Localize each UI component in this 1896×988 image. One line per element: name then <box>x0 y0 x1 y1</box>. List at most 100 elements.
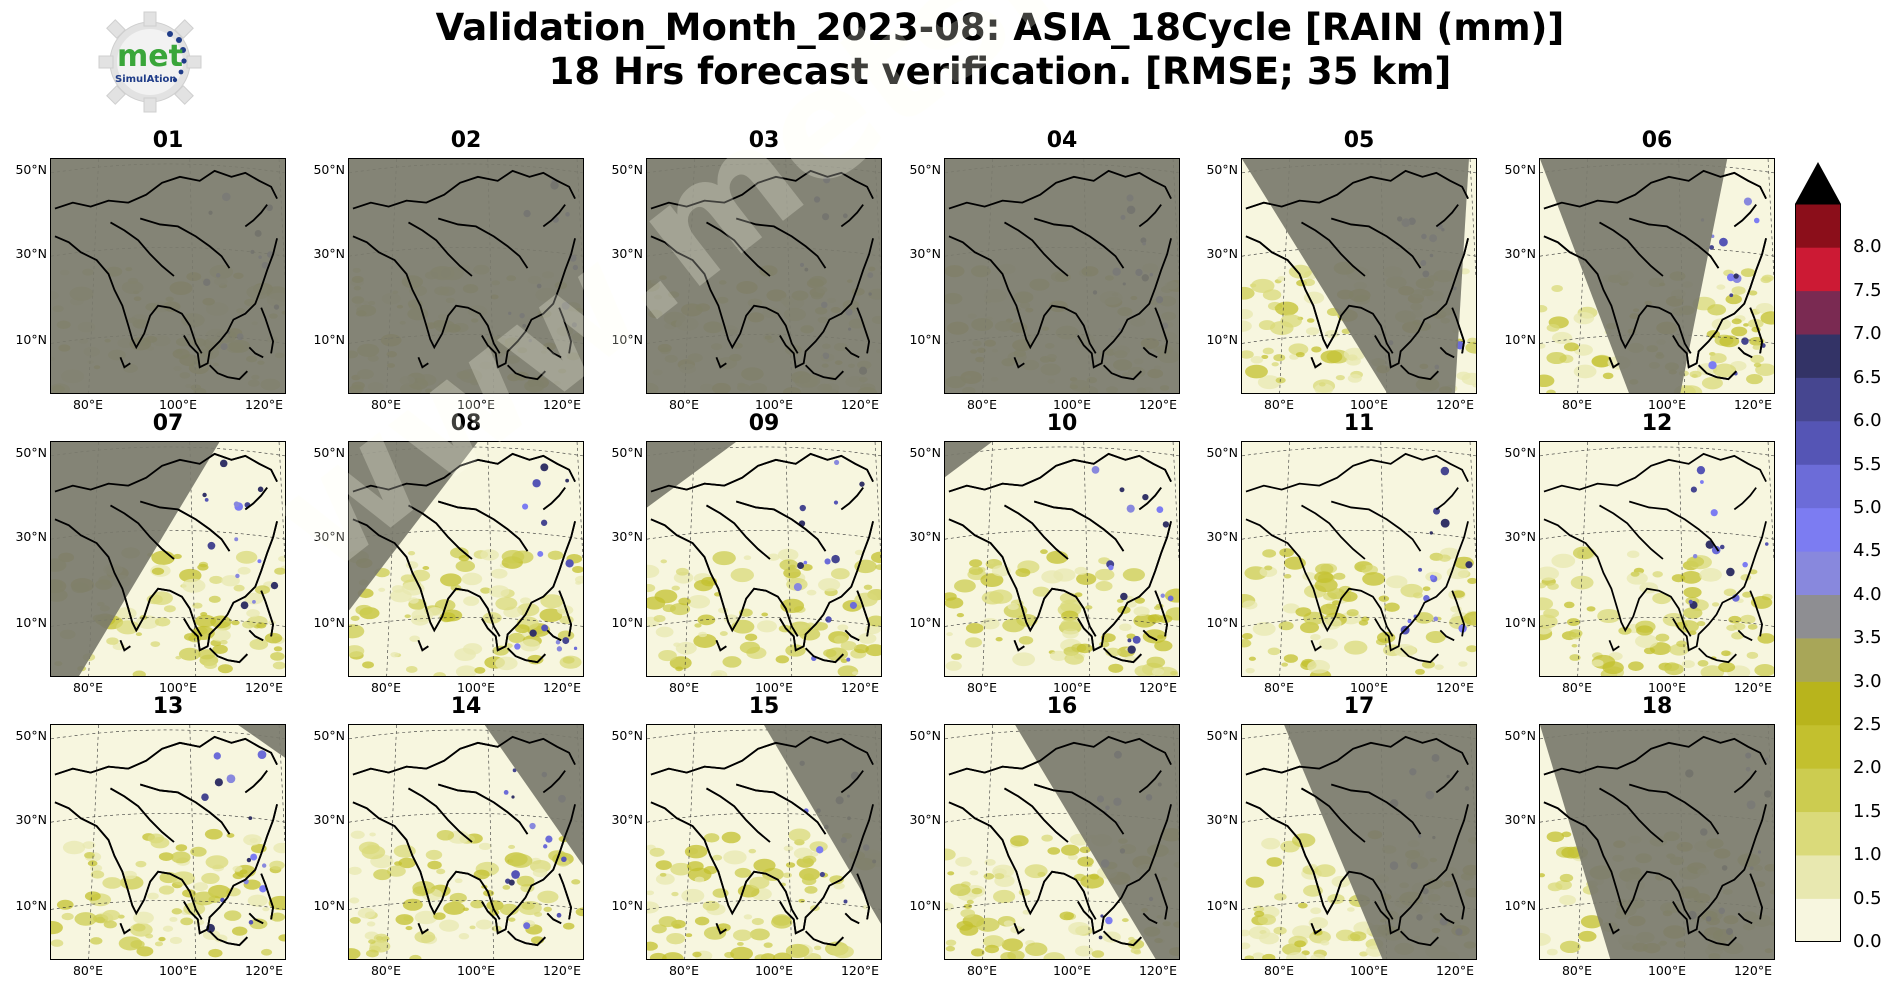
svg-text:met: met <box>117 39 183 74</box>
colorbar-segment <box>1795 768 1841 813</box>
longitude-tick-label: 80°E <box>668 963 700 978</box>
colorbar-extend-arrow <box>1795 162 1841 204</box>
latitude-tick-label: 50°N <box>1206 162 1238 177</box>
longitude-tick-label: 120°E <box>840 963 879 978</box>
longitude-tick-label: 80°E <box>966 397 998 412</box>
colorbar-segment <box>1795 334 1841 378</box>
longitude-tick-label: 120°E <box>1138 680 1177 695</box>
longitude-tick-label: 100°E <box>754 963 793 978</box>
longitude-tick-label: 80°E <box>72 680 104 695</box>
gear-logo-icon: met SimulAtion <box>98 11 202 113</box>
longitude-tick-label: 120°E <box>244 397 283 412</box>
night-shading <box>1540 725 1774 959</box>
longitude-tick-label: 100°E <box>1647 397 1686 412</box>
latitude-tick-label: 50°N <box>15 445 47 460</box>
latitude-tick-label: 50°N <box>313 162 345 177</box>
panel-title: 01 <box>152 128 184 153</box>
rain-field-map <box>1242 725 1476 959</box>
latitude-tick-label: 50°N <box>611 728 643 743</box>
rain-field-map <box>945 442 1179 676</box>
longitude-tick-label: 120°E <box>840 397 879 412</box>
longitude-tick-label: 120°E <box>1138 963 1177 978</box>
panel-title: 08 <box>450 411 482 436</box>
panel-title: 14 <box>450 694 482 719</box>
colorbar-segment <box>1795 377 1841 422</box>
longitude-tick-label: 120°E <box>1733 963 1772 978</box>
map-panel <box>1539 441 1775 677</box>
colorbar-tick-label: 6.0 <box>1853 410 1882 432</box>
rain-field-map <box>349 442 583 676</box>
latitude-tick-label: 30°N <box>611 812 643 827</box>
colorbar-tick-label: 4.0 <box>1853 583 1882 605</box>
longitude-tick-label: 100°E <box>1052 397 1091 412</box>
night-shading <box>1242 159 1469 393</box>
rain-field-map <box>1242 442 1476 676</box>
rain-field-map <box>945 159 1179 393</box>
longitude-tick-label: 100°E <box>1647 963 1686 978</box>
figure-title-line1: Validation_Month_2023-08: ASIA_18Cycle [… <box>435 6 1565 49</box>
map-panel <box>1539 158 1775 394</box>
panel-title: 13 <box>152 694 184 719</box>
latitude-tick-label: 50°N <box>1206 728 1238 743</box>
colorbar-tick-label: 0.0 <box>1853 931 1882 952</box>
longitude-tick-label: 120°E <box>1435 680 1474 695</box>
latitude-tick-label: 10°N <box>15 615 47 630</box>
panel-title: 16 <box>1046 694 1078 719</box>
figure-title-line2: 18 Hrs forecast verification. [RMSE; 35 … <box>548 50 1452 93</box>
night-shading <box>1540 159 1728 393</box>
latitude-tick-label: 30°N <box>15 529 47 544</box>
colorbar-segment <box>1795 638 1841 682</box>
latitude-tick-label: 30°N <box>1206 812 1238 827</box>
latitude-tick-label: 30°N <box>1504 529 1536 544</box>
latitude-tick-label: 50°N <box>1206 445 1238 460</box>
colorbar-tick-label: 2.5 <box>1853 713 1882 735</box>
night-shading <box>945 159 1179 393</box>
latitude-tick-label: 50°N <box>1504 445 1536 460</box>
night-shading <box>647 442 736 508</box>
rain-field-map <box>647 159 881 393</box>
latitude-tick-label: 10°N <box>909 898 941 913</box>
panel-title: 04 <box>1046 128 1078 153</box>
svg-text:SimulAtion: SimulAtion <box>115 74 177 85</box>
night-shading <box>349 159 583 393</box>
longitude-tick-label: 120°E <box>1435 963 1474 978</box>
longitude-tick-label: 100°E <box>1349 680 1388 695</box>
panel-title: 11 <box>1343 411 1375 436</box>
longitude-tick-label: 120°E <box>542 397 581 412</box>
latitude-tick-label: 10°N <box>1504 898 1536 913</box>
panel-title: 02 <box>450 128 482 153</box>
colorbar-segment <box>1795 594 1841 639</box>
latitude-tick-label: 10°N <box>15 332 47 347</box>
rain-field-map <box>1242 159 1476 393</box>
night-shading <box>945 442 992 478</box>
latitude-tick-label: 10°N <box>909 332 941 347</box>
rain-field-map <box>349 725 583 959</box>
longitude-tick-label: 100°E <box>158 963 197 978</box>
colorbar-tick-label: 2.0 <box>1853 757 1882 779</box>
longitude-tick-label: 80°E <box>966 680 998 695</box>
longitude-tick-label: 120°E <box>1733 680 1772 695</box>
longitude-tick-label: 120°E <box>1435 397 1474 412</box>
colorbar-tick-label: 3.5 <box>1853 627 1882 649</box>
latitude-tick-label: 10°N <box>611 332 643 347</box>
longitude-tick-label: 120°E <box>244 963 283 978</box>
latitude-tick-label: 30°N <box>15 246 47 261</box>
latitude-tick-label: 10°N <box>1206 898 1238 913</box>
longitude-tick-label: 80°E <box>1561 397 1593 412</box>
colorbar-segment <box>1795 551 1841 595</box>
colorbar-tick-label: 1.0 <box>1853 844 1882 866</box>
longitude-tick-label: 100°E <box>456 680 495 695</box>
night-shading <box>51 159 285 393</box>
latitude-tick-label: 10°N <box>15 898 47 913</box>
colorbar-tick-label: 6.5 <box>1853 366 1882 388</box>
latitude-tick-label: 50°N <box>909 162 941 177</box>
latitude-tick-label: 30°N <box>1504 246 1536 261</box>
colorbar-segment <box>1795 247 1841 292</box>
map-panel <box>944 724 1180 960</box>
colorbar-segment <box>1795 811 1841 856</box>
colorbar-tick-label: 3.0 <box>1853 670 1882 692</box>
latitude-tick-label: 50°N <box>1504 728 1536 743</box>
colorbar-tick-label: 7.0 <box>1853 323 1882 345</box>
colorbar-tick-label: 4.5 <box>1853 540 1882 562</box>
